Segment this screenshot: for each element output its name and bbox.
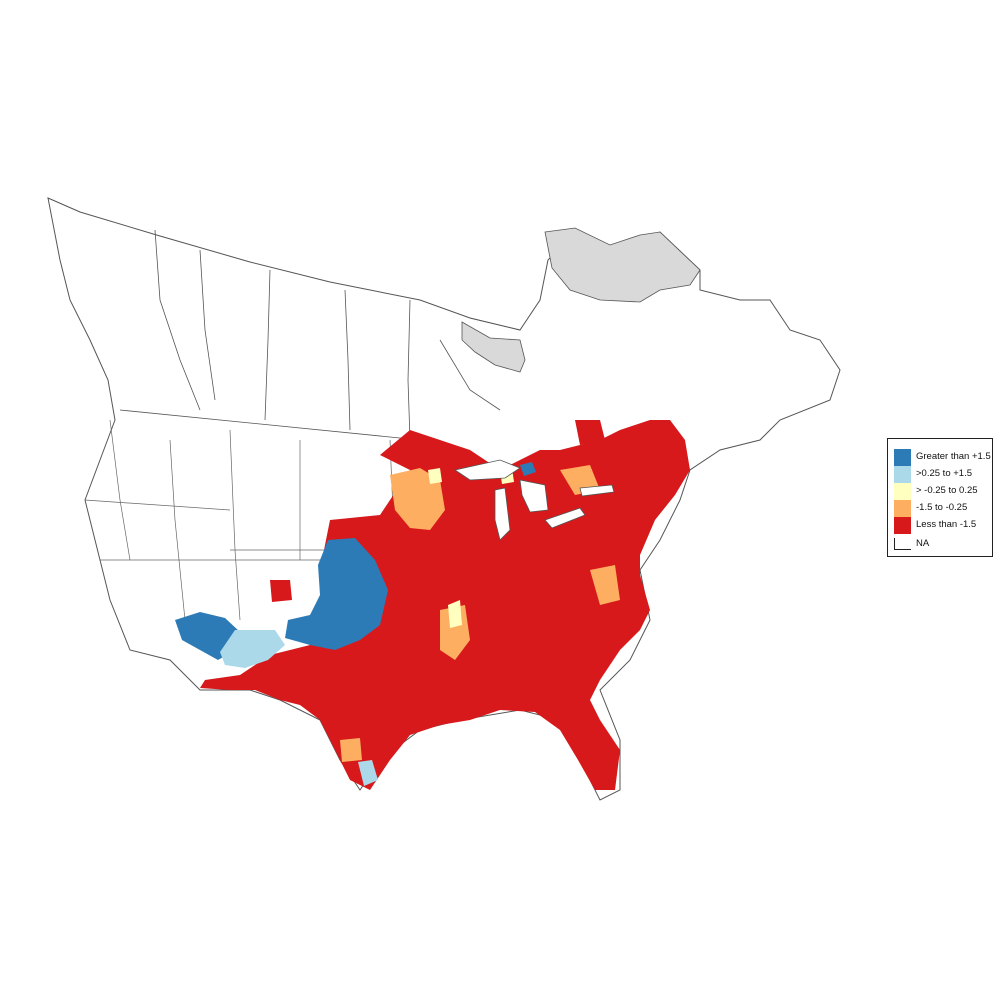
cells-neg-0-25-to-0-25 (448, 600, 462, 628)
legend-label-neg-1-5-to-neg-0-25: -1.5 to -0.25 (916, 502, 968, 513)
legend-label-neg-0-25-to-0-25: > -0.25 to 0.25 (916, 485, 978, 496)
legend-swatch-greater-than-1-5 (894, 449, 911, 466)
lake-huron (519, 479, 549, 513)
cells-greater-than-1-5-gl (520, 462, 536, 476)
cells-greater-than-1-5-plains (285, 538, 388, 650)
province-boundaries (119, 229, 521, 441)
cells-less-than-neg-1-5-ne (575, 420, 605, 445)
legend-swatch-na (894, 538, 911, 550)
legend-item-na: NA (894, 536, 994, 553)
legend-item-neg-1-5-to-neg-0-25: -1.5 to -0.25 (894, 500, 994, 517)
lake-michigan (494, 487, 511, 541)
lake-superior (453, 459, 521, 481)
legend-label-greater-than-1-5: Greater than +1.5 (916, 451, 991, 462)
cells-neg-1-5-to-neg-0-25-east (590, 565, 620, 605)
legend-swatch-neg-0-25-to-0-25 (894, 483, 911, 500)
legend-item-0-25-to-1-5: >0.25 to +1.5 (894, 466, 994, 483)
cells-neg-1-5-to-neg-0-25-tx (340, 738, 362, 762)
legend-label-na: NA (916, 538, 930, 549)
cells-0-25-to-1-5 (220, 630, 285, 668)
legend-item-greater-than-1-5: Greater than +1.5 (894, 449, 994, 466)
no-data-region-east (544, 227, 701, 303)
legend-item-less-than-neg-1-5: Less than -1.5 (894, 517, 994, 534)
legend: Greater than +1.5 >0.25 to +1.5 > -0.25 … (887, 438, 993, 557)
legend-item-neg-0-25-to-0-25: > -0.25 to 0.25 (894, 483, 994, 500)
legend-label-0-25-to-1-5: >0.25 to +1.5 (916, 468, 972, 479)
cells-neg-1-5-to-neg-0-25-central (440, 605, 470, 660)
great-lakes (453, 459, 615, 541)
lake-erie (544, 507, 586, 529)
no-data-region-hudson (461, 321, 526, 373)
legend-swatch-0-25-to-1-5 (894, 466, 911, 483)
legend-swatch-neg-1-5-to-neg-0-25 (894, 500, 911, 517)
legend-swatch-less-than-neg-1-5 (894, 517, 911, 534)
cells-0-25-to-1-5-tx (358, 760, 378, 786)
lake-ontario (579, 484, 615, 497)
legend-label-less-than-neg-1-5: Less than -1.5 (916, 519, 977, 530)
cells-less-than-neg-1-5-tx (270, 580, 292, 602)
cells-neg-0-25-to-0-25-c (428, 468, 442, 484)
